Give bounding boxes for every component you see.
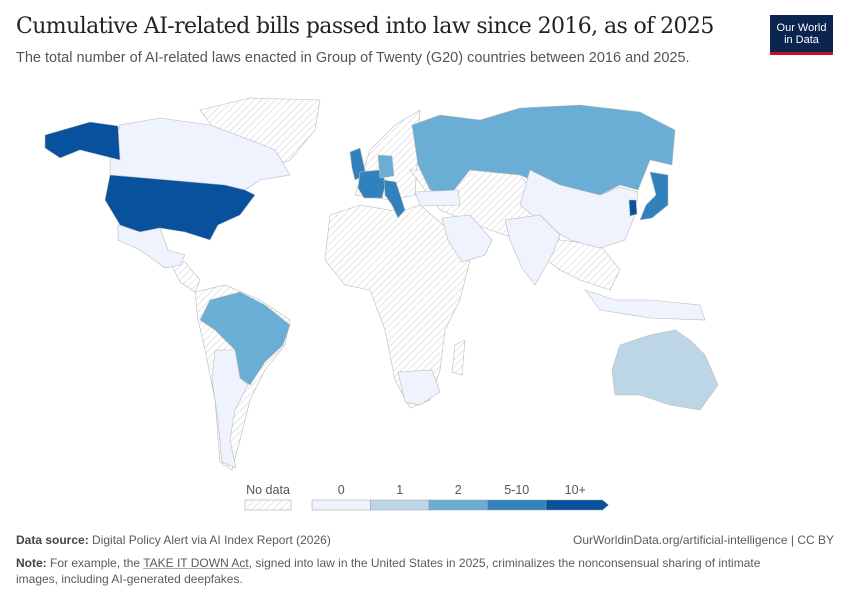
legend-no-data-label: No data: [246, 483, 290, 497]
chart-title: Cumulative AI-related bills passed into …: [16, 14, 714, 39]
country-japan[interactable]: [639, 171, 669, 221]
country-united-states[interactable]: [44, 121, 121, 161]
logo-line2: in Data: [784, 33, 819, 46]
logo-line1: Our World: [776, 21, 827, 34]
legend-bin-10+[interactable]: [545, 499, 609, 511]
country-turkey[interactable]: [414, 189, 461, 207]
world-map: [44, 97, 719, 471]
country-south-africa[interactable]: [397, 369, 441, 406]
legend-no-data-swatch: [244, 499, 292, 511]
country-saudi-arabia[interactable]: [441, 214, 493, 263]
legend-bin-label: 2: [454, 483, 462, 497]
legend-bin-label: 0: [337, 483, 345, 497]
map-legend: No data 0 1 2 5-10 10+: [0, 478, 850, 518]
legend-bin-label: 1: [396, 483, 404, 497]
owid-logo[interactable]: Our World in Data: [770, 15, 833, 55]
legend-bin-2[interactable]: [428, 499, 488, 511]
country-south-korea[interactable]: [628, 199, 638, 217]
legend-bin-label: 5-10: [504, 483, 530, 497]
legend-bin-1[interactable]: [370, 499, 430, 511]
country-australia[interactable]: [611, 329, 719, 411]
legend-bin-5-10[interactable]: [487, 499, 547, 511]
note: Note: For example, the TAKE IT DOWN Act,…: [16, 556, 761, 586]
take-it-down-act-link[interactable]: TAKE IT DOWN Act: [143, 556, 249, 570]
country-brazil[interactable]: [199, 291, 291, 386]
country-italy[interactable]: [383, 179, 406, 219]
country-united-states[interactable]: [104, 174, 256, 241]
legend-bin-0[interactable]: [311, 499, 371, 511]
legend-bin-label: 10+: [564, 483, 586, 497]
no-data-region-africa[interactable]: [324, 204, 471, 409]
no-data-region-central-america[interactable]: [169, 261, 201, 293]
country-india[interactable]: [504, 214, 561, 286]
country-germany[interactable]: [377, 154, 395, 179]
country-mexico[interactable]: [117, 224, 186, 269]
chart-subtitle: The total number of AI-related laws enac…: [16, 50, 690, 66]
source-url[interactable]: OurWorldinData.org/artificial-intelligen…: [573, 533, 834, 547]
country-argentina[interactable]: [211, 349, 249, 469]
no-data-region-madagascar[interactable]: [451, 339, 466, 376]
data-source: Data source: Digital Policy Alert via AI…: [16, 533, 331, 547]
country-indonesia[interactable]: [584, 289, 706, 321]
